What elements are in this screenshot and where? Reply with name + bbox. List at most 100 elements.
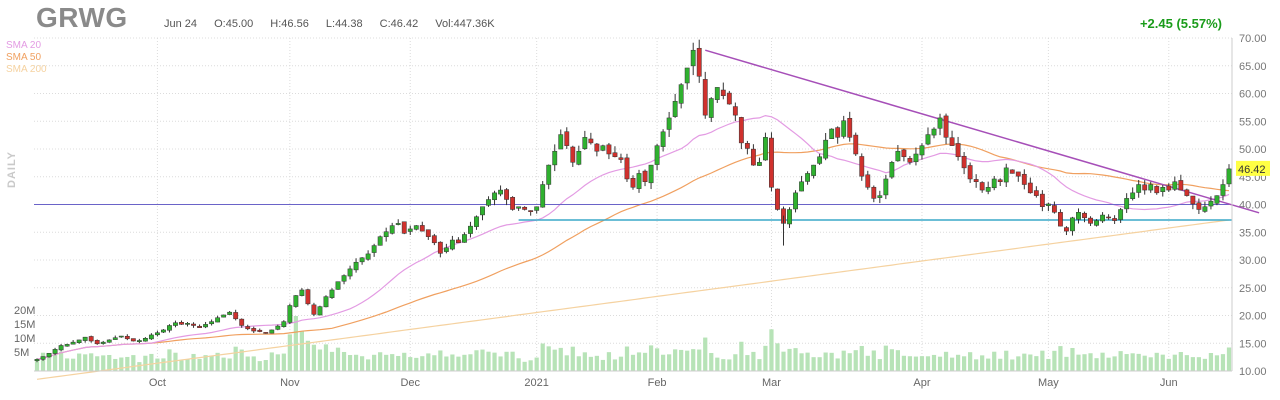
volume-bar bbox=[209, 355, 214, 371]
ticker-symbol: GRWG bbox=[36, 2, 128, 33]
candle-body bbox=[889, 162, 895, 178]
candle-body bbox=[510, 197, 516, 210]
candle bbox=[167, 324, 172, 333]
candle bbox=[341, 274, 347, 285]
volume-bar bbox=[998, 358, 1003, 371]
volume-bar bbox=[889, 349, 894, 371]
candle bbox=[1148, 181, 1154, 193]
candle bbox=[714, 87, 720, 103]
candle bbox=[52, 347, 58, 356]
candle bbox=[251, 326, 257, 334]
candle bbox=[148, 333, 154, 340]
candle bbox=[612, 146, 618, 158]
candle bbox=[937, 113, 943, 136]
candle bbox=[919, 143, 925, 160]
candle-body bbox=[1058, 212, 1063, 227]
volume-bar bbox=[1202, 358, 1208, 371]
volume-bar bbox=[907, 356, 913, 371]
volume-bar bbox=[52, 352, 58, 371]
candle-body bbox=[329, 289, 335, 298]
candle bbox=[462, 232, 467, 243]
candle bbox=[744, 140, 750, 155]
last-price-tag bbox=[1236, 160, 1270, 176]
candle bbox=[1136, 180, 1142, 198]
quote-high: H:46.56 bbox=[270, 18, 309, 30]
candle bbox=[136, 338, 142, 344]
volume-bar bbox=[143, 355, 148, 371]
candle-body bbox=[1094, 220, 1099, 226]
candle-body bbox=[895, 150, 901, 162]
candle-body bbox=[732, 106, 738, 116]
candle bbox=[124, 334, 130, 341]
candle-body bbox=[793, 192, 798, 210]
candle bbox=[726, 90, 732, 105]
candle-body bbox=[708, 98, 714, 118]
candle-body bbox=[498, 189, 503, 195]
volume-bar bbox=[269, 352, 274, 371]
candle bbox=[636, 169, 642, 193]
candle bbox=[997, 178, 1003, 186]
candle bbox=[161, 329, 166, 333]
candle-body bbox=[191, 323, 196, 326]
candle bbox=[576, 145, 582, 166]
candle bbox=[883, 174, 889, 200]
candle-body bbox=[696, 47, 702, 77]
candle-body bbox=[281, 321, 287, 328]
volume-bar bbox=[925, 356, 931, 371]
candle bbox=[1094, 219, 1099, 227]
candle bbox=[1154, 185, 1160, 195]
volume-bar bbox=[1178, 352, 1183, 371]
candle bbox=[865, 170, 871, 190]
candle-body bbox=[245, 326, 251, 330]
volume-bar bbox=[40, 352, 46, 371]
candle bbox=[678, 83, 684, 109]
candle bbox=[708, 97, 714, 123]
candle-body bbox=[606, 144, 612, 155]
quote-date: Jun 24 bbox=[164, 18, 198, 30]
candle-body bbox=[1015, 171, 1021, 177]
volume-bar bbox=[787, 348, 792, 371]
candle-body bbox=[750, 148, 756, 166]
legend-sma50: SMA 50 bbox=[6, 52, 42, 63]
candle bbox=[335, 281, 341, 290]
candle bbox=[407, 225, 413, 236]
candle bbox=[1064, 226, 1069, 236]
candle-body bbox=[558, 134, 564, 150]
candle bbox=[100, 340, 106, 345]
candle-body bbox=[462, 234, 467, 243]
candle bbox=[516, 206, 522, 211]
candle-body bbox=[997, 179, 1003, 182]
y-tick-label: 50.00 bbox=[1239, 144, 1267, 156]
candle-body bbox=[907, 158, 913, 163]
candle-body bbox=[383, 231, 389, 238]
volume-bar bbox=[648, 345, 654, 371]
volume-bar bbox=[980, 355, 985, 371]
volume-bar bbox=[263, 360, 268, 371]
candle bbox=[817, 153, 823, 165]
candle bbox=[1003, 163, 1009, 187]
volume-bar bbox=[901, 355, 907, 371]
candle-body bbox=[1082, 212, 1087, 219]
candle bbox=[299, 288, 305, 297]
candle bbox=[811, 164, 817, 179]
candle-body bbox=[720, 89, 726, 96]
candle bbox=[1021, 169, 1027, 190]
volume-bar bbox=[498, 356, 503, 371]
legend-sma200: SMA 200 bbox=[6, 64, 47, 75]
candle-body bbox=[142, 338, 148, 342]
volume-bar bbox=[341, 351, 347, 371]
candle-body bbox=[437, 241, 443, 254]
candle bbox=[1039, 190, 1045, 212]
candle-body bbox=[666, 117, 672, 130]
candle-body bbox=[52, 349, 58, 354]
candle bbox=[88, 335, 94, 343]
volume-bar bbox=[359, 356, 365, 371]
volume-bar bbox=[775, 343, 780, 371]
candle-body bbox=[865, 174, 871, 188]
candle bbox=[353, 258, 359, 273]
chart-header: GRWG Jun 24 O:45.00 H:46.56 L:44.38 C:46… bbox=[0, 0, 1280, 34]
volume-bar bbox=[311, 344, 317, 371]
candle-body bbox=[299, 289, 305, 296]
volume-bar bbox=[1160, 354, 1165, 371]
